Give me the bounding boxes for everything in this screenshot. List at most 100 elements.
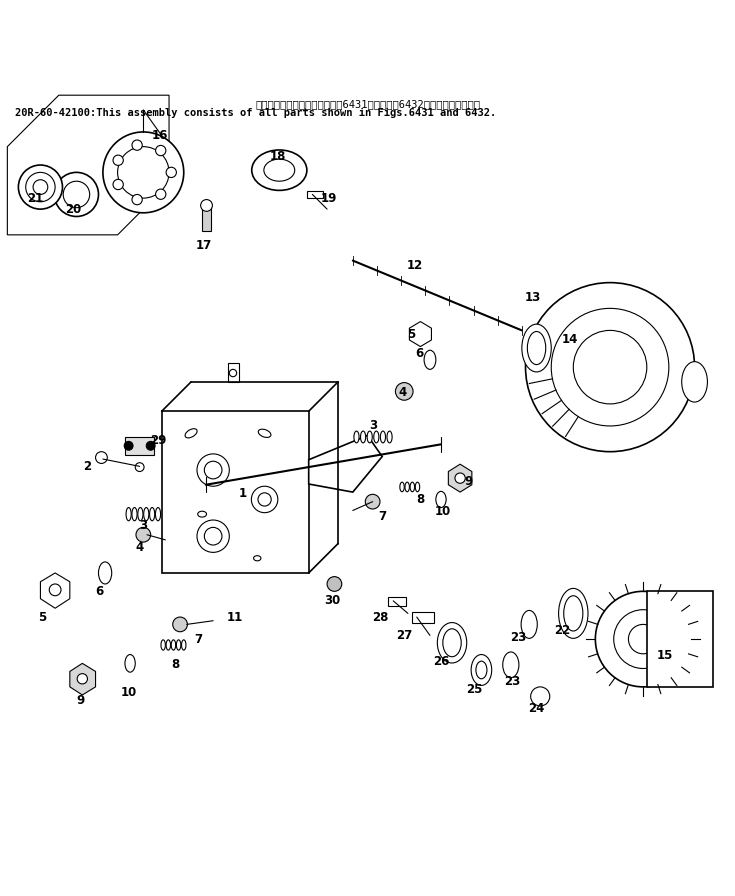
- Polygon shape: [647, 591, 713, 687]
- Text: 7: 7: [194, 633, 203, 646]
- Bar: [388, 598, 406, 606]
- Text: 13: 13: [525, 291, 541, 304]
- Circle shape: [136, 528, 151, 542]
- Circle shape: [132, 194, 143, 205]
- Bar: [307, 191, 323, 198]
- Polygon shape: [448, 464, 472, 492]
- Ellipse shape: [126, 507, 131, 521]
- Text: 3: 3: [139, 519, 148, 531]
- Circle shape: [595, 591, 691, 687]
- Ellipse shape: [387, 431, 392, 443]
- Circle shape: [173, 617, 187, 632]
- Text: 17: 17: [196, 239, 212, 253]
- Text: 26: 26: [433, 655, 449, 668]
- Ellipse shape: [254, 556, 261, 561]
- Polygon shape: [70, 663, 96, 695]
- Polygon shape: [309, 435, 382, 492]
- Text: 9: 9: [76, 694, 85, 707]
- Circle shape: [229, 369, 237, 376]
- Ellipse shape: [503, 652, 519, 677]
- Ellipse shape: [156, 507, 160, 521]
- Circle shape: [26, 172, 55, 202]
- Circle shape: [614, 609, 673, 668]
- Ellipse shape: [367, 431, 372, 443]
- Text: 21: 21: [27, 192, 43, 204]
- Bar: [125, 437, 154, 455]
- Circle shape: [113, 155, 123, 166]
- Circle shape: [96, 452, 107, 463]
- Circle shape: [113, 179, 123, 190]
- Ellipse shape: [98, 562, 112, 584]
- Text: 6: 6: [95, 585, 104, 598]
- Circle shape: [54, 172, 98, 217]
- Circle shape: [63, 181, 90, 208]
- Ellipse shape: [150, 507, 154, 521]
- Text: 2: 2: [82, 460, 91, 473]
- Text: 4: 4: [398, 386, 407, 400]
- Ellipse shape: [405, 482, 409, 492]
- Text: 4: 4: [135, 540, 144, 554]
- Ellipse shape: [681, 362, 707, 402]
- Ellipse shape: [171, 640, 176, 650]
- Text: 10: 10: [121, 685, 137, 699]
- Ellipse shape: [471, 655, 492, 685]
- Ellipse shape: [185, 428, 197, 438]
- Ellipse shape: [161, 640, 165, 650]
- Circle shape: [628, 625, 658, 654]
- Circle shape: [135, 462, 144, 471]
- Circle shape: [526, 282, 695, 452]
- Circle shape: [146, 442, 155, 450]
- Text: 3: 3: [369, 419, 378, 433]
- Circle shape: [156, 145, 166, 156]
- Text: 25: 25: [466, 683, 482, 695]
- Text: 20: 20: [65, 202, 82, 216]
- Text: 10: 10: [435, 505, 451, 519]
- Text: 11: 11: [227, 610, 243, 624]
- Text: 27: 27: [396, 629, 412, 642]
- Text: 16: 16: [152, 129, 168, 142]
- Circle shape: [551, 308, 669, 426]
- Ellipse shape: [415, 482, 420, 492]
- Ellipse shape: [132, 507, 137, 521]
- Circle shape: [201, 200, 212, 211]
- Polygon shape: [409, 322, 431, 347]
- Ellipse shape: [138, 507, 143, 521]
- Circle shape: [251, 487, 278, 513]
- Ellipse shape: [522, 324, 551, 372]
- Ellipse shape: [564, 596, 583, 631]
- Text: 23: 23: [510, 631, 526, 644]
- Polygon shape: [40, 573, 70, 608]
- Ellipse shape: [143, 507, 148, 521]
- Text: 8: 8: [416, 493, 425, 506]
- Circle shape: [118, 147, 169, 198]
- Circle shape: [124, 442, 133, 450]
- Circle shape: [531, 687, 550, 706]
- Text: 7: 7: [378, 510, 387, 523]
- Text: 19: 19: [321, 192, 337, 204]
- Bar: [162, 411, 309, 573]
- Text: 1: 1: [238, 487, 247, 500]
- Text: 15: 15: [657, 649, 673, 662]
- Circle shape: [103, 132, 184, 213]
- Circle shape: [197, 520, 229, 552]
- Ellipse shape: [125, 655, 135, 672]
- Circle shape: [166, 168, 176, 177]
- Circle shape: [573, 331, 647, 404]
- Text: 29: 29: [150, 435, 166, 447]
- Ellipse shape: [521, 610, 537, 638]
- Ellipse shape: [476, 661, 487, 679]
- Circle shape: [327, 577, 342, 591]
- Circle shape: [258, 493, 271, 506]
- Ellipse shape: [198, 512, 207, 517]
- Circle shape: [204, 528, 222, 545]
- Bar: [228, 364, 239, 382]
- Text: 20R-60-42100:This assembly consists of all parts shown in Figs.6431 and 6432.: 20R-60-42100:This assembly consists of a…: [15, 108, 496, 118]
- Ellipse shape: [182, 640, 186, 650]
- Circle shape: [49, 584, 61, 596]
- Circle shape: [204, 461, 222, 478]
- Ellipse shape: [410, 482, 415, 492]
- Ellipse shape: [258, 429, 271, 437]
- Circle shape: [395, 383, 413, 401]
- Ellipse shape: [360, 431, 365, 443]
- Bar: [412, 612, 434, 623]
